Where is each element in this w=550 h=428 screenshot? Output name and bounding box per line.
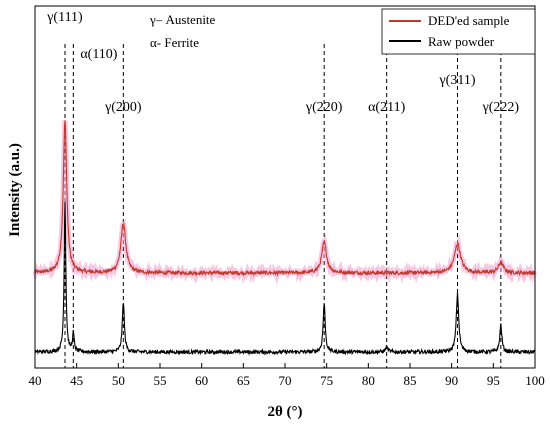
x-tick-label-40: 40: [29, 373, 42, 388]
peak-label-0: γ(111): [46, 10, 83, 25]
series-raw-powder: [34, 201, 536, 356]
x-axis-ticks: 40 45 50 55 60 65 70 75 80 85 90 95 100: [29, 363, 545, 388]
peak-label-4: α(211): [368, 100, 405, 115]
x-tick-label-95: 95: [487, 373, 500, 388]
x-tick-label-55: 55: [154, 373, 167, 388]
x-tick-label-80: 80: [362, 373, 375, 388]
phase-legend-ferrite: α- Ferrite: [150, 35, 199, 50]
peak-labels: γ(111) α(110) γ(200) γ(220) α(211) γ(311) γ(22…: [46, 10, 519, 115]
x-tick-label-65: 65: [237, 373, 250, 388]
x-tick-label-100: 100: [525, 373, 545, 388]
peak-label-6: γ(222): [482, 100, 520, 115]
series-ded-sample: [34, 120, 536, 277]
legend-box: [381, 8, 536, 55]
reference-lines: [64, 44, 502, 368]
series-layer: [32, 120, 538, 356]
x-tick-label-70: 70: [279, 373, 292, 388]
peak-label-1: α(110): [80, 47, 117, 62]
legend-label-raw: Raw powder: [428, 34, 495, 49]
phase-legend: γ– Austenite α- Ferrite: [149, 12, 216, 50]
x-tick-label-75: 75: [320, 373, 333, 388]
x-tick-label-85: 85: [404, 373, 417, 388]
peak-label-2: γ(200): [104, 100, 142, 115]
x-tick-label-60: 60: [195, 373, 208, 388]
y-axis-title: Intensity (a.u.): [7, 143, 23, 237]
x-tick-label-50: 50: [112, 373, 125, 388]
x-axis-title: 2θ (°): [267, 404, 302, 420]
peak-label-3: γ(220): [305, 100, 343, 115]
x-tick-label-90: 90: [445, 373, 458, 388]
legend-label-ded: DED'ed sample: [428, 13, 510, 28]
peak-label-5: γ(311): [439, 73, 476, 88]
legend: DED'ed sample Raw powder: [381, 8, 536, 55]
phase-legend-austenite: γ– Austenite: [149, 12, 216, 27]
x-tick-label-45: 45: [70, 373, 83, 388]
